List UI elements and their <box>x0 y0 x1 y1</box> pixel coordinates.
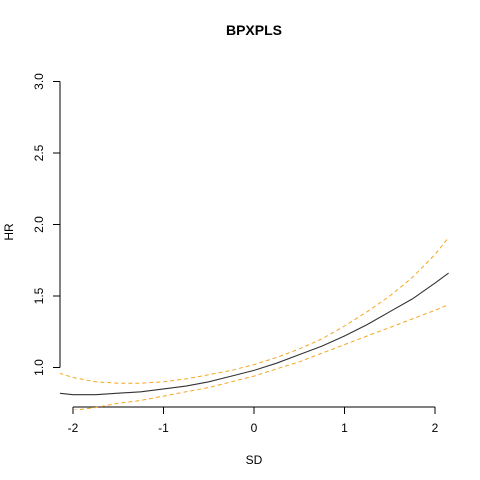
x-tick-label: 0 <box>251 421 258 435</box>
x-axis-label: SD <box>246 453 263 467</box>
estimate-line <box>60 272 449 396</box>
series-layer <box>60 237 449 410</box>
y-axis-label: HR <box>2 223 16 241</box>
axes: -2 -1 0 1 2 1.0 1.5 2.0 2.5 3.0 <box>32 73 439 435</box>
chart-title: BPXPLS <box>226 22 282 38</box>
upper-ci-line <box>60 237 449 384</box>
x-tick-label: -1 <box>158 421 169 435</box>
y-tick-label: 2.5 <box>32 144 46 161</box>
y-tick-label: 2.0 <box>32 216 46 233</box>
x-tick-label: 2 <box>432 421 439 435</box>
y-tick-label: 1.5 <box>32 287 46 304</box>
y-tick-label: 1.0 <box>32 359 46 376</box>
lower-ci-line <box>72 304 449 410</box>
x-tick-label: -2 <box>68 421 79 435</box>
x-tick-label: 1 <box>341 421 348 435</box>
y-tick-label: 3.0 <box>32 73 46 90</box>
